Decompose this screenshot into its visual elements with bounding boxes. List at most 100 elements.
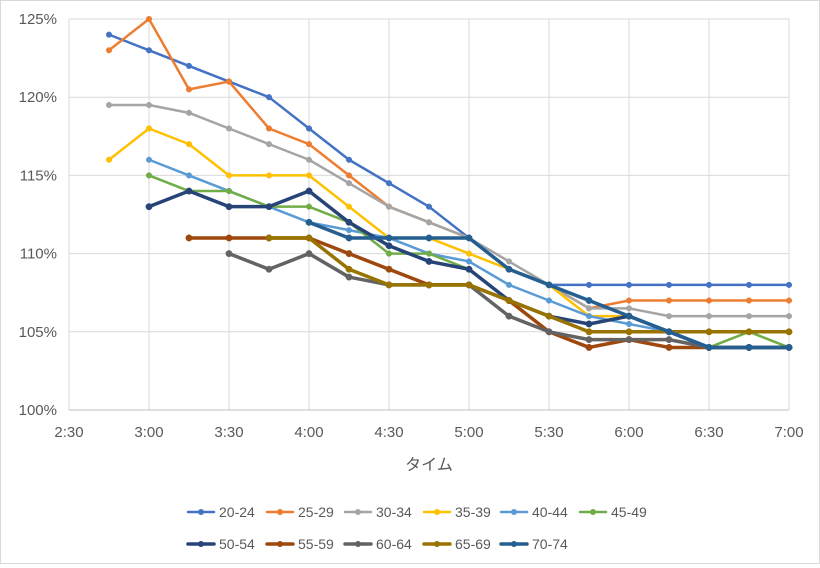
data-point xyxy=(385,265,393,273)
data-point xyxy=(105,156,113,163)
data-point xyxy=(145,15,153,23)
data-point xyxy=(305,141,313,148)
data-point xyxy=(345,172,353,179)
series-line xyxy=(267,236,791,334)
data-point xyxy=(585,297,593,304)
legend-item-65-69: 65-69 xyxy=(422,536,491,552)
data-point xyxy=(785,328,793,336)
data-point xyxy=(265,125,273,132)
data-point xyxy=(225,250,233,258)
series-line xyxy=(107,33,791,287)
data-point xyxy=(505,265,513,273)
data-point xyxy=(545,297,553,304)
data-point xyxy=(105,47,113,54)
legend-label: 20-24 xyxy=(219,504,255,520)
data-point xyxy=(625,320,633,328)
data-point xyxy=(705,328,713,336)
data-point xyxy=(145,203,153,211)
legend-swatch-marker xyxy=(511,541,517,547)
grid-lines xyxy=(68,18,790,410)
y-tick-label: 115% xyxy=(20,167,57,184)
data-point xyxy=(305,156,313,163)
data-point xyxy=(665,328,673,336)
data-point xyxy=(745,328,753,336)
legend-swatch-marker xyxy=(355,509,361,515)
data-point xyxy=(625,336,633,344)
data-point xyxy=(585,313,593,320)
data-point xyxy=(345,180,353,187)
data-point xyxy=(705,297,713,304)
data-point xyxy=(305,125,313,132)
legend-swatch-marker xyxy=(198,541,204,547)
legend-item-30-34: 30-34 xyxy=(343,504,412,520)
x-tick-labels: 2:30 3:00 3:30 4:00 4:30 5:00 5:30 6:00 6:30 7:00 xyxy=(54,424,803,441)
legend-label: 65-69 xyxy=(455,536,491,552)
data-point xyxy=(105,31,113,38)
data-point xyxy=(585,281,593,288)
legend-label: 35-39 xyxy=(455,504,491,520)
data-point xyxy=(345,250,353,258)
data-point xyxy=(185,86,193,93)
y-tick-labels: 100% 105% 110% 115% 120% 125% xyxy=(19,11,57,419)
data-point xyxy=(465,281,473,289)
x-tick-label: 5:00 xyxy=(454,424,483,441)
data-point xyxy=(345,203,353,210)
x-tick-label: 3:00 xyxy=(134,424,163,441)
legend-item-45-49: 45-49 xyxy=(578,504,647,520)
data-point xyxy=(585,336,593,344)
data-point xyxy=(345,234,353,242)
data-point xyxy=(465,250,473,257)
y-tick-label: 125% xyxy=(19,11,57,28)
data-point xyxy=(425,257,433,265)
data-point xyxy=(745,313,753,320)
series-65-69 xyxy=(265,234,793,336)
legend-item-55-59: 55-59 xyxy=(265,536,334,552)
data-point xyxy=(265,203,273,211)
data-point xyxy=(625,328,633,336)
legend-item-60-64: 60-64 xyxy=(343,536,412,552)
data-point xyxy=(745,297,753,304)
y-tick-label: 120% xyxy=(19,89,57,106)
data-point xyxy=(225,125,233,132)
data-point xyxy=(625,297,633,304)
data-point xyxy=(425,250,433,257)
legend-label: 50-54 xyxy=(219,536,255,552)
legend-label: 30-34 xyxy=(376,504,412,520)
data-point xyxy=(345,227,353,234)
data-point xyxy=(345,265,353,273)
x-axis-label: タイム xyxy=(405,456,453,474)
series-layer xyxy=(105,15,793,351)
legend-swatch-marker xyxy=(277,541,283,547)
data-point xyxy=(425,203,433,210)
x-tick-label: 6:30 xyxy=(694,424,723,441)
data-point xyxy=(705,343,713,351)
data-point xyxy=(505,258,513,265)
legend-item-25-29: 25-29 xyxy=(265,504,334,520)
data-point xyxy=(465,234,473,242)
data-point xyxy=(185,141,193,148)
data-point xyxy=(785,281,793,288)
data-point xyxy=(625,281,633,288)
data-point xyxy=(265,141,273,148)
data-point xyxy=(305,218,313,226)
data-point xyxy=(225,187,233,195)
data-point xyxy=(785,297,793,304)
legend-label: 40-44 xyxy=(532,504,568,520)
data-point xyxy=(385,281,393,289)
legend-label: 25-29 xyxy=(298,504,334,520)
data-point xyxy=(585,343,593,351)
data-point xyxy=(665,313,673,320)
legend-item-70-74: 70-74 xyxy=(499,536,568,552)
data-point xyxy=(425,234,433,242)
data-point xyxy=(145,47,153,54)
data-point xyxy=(545,281,553,289)
data-point xyxy=(545,328,553,336)
data-point xyxy=(145,156,153,163)
data-point xyxy=(305,172,313,179)
y-tick-label: 110% xyxy=(20,246,57,263)
data-point xyxy=(585,305,593,312)
legend-label: 55-59 xyxy=(298,536,334,552)
data-point xyxy=(465,258,473,265)
